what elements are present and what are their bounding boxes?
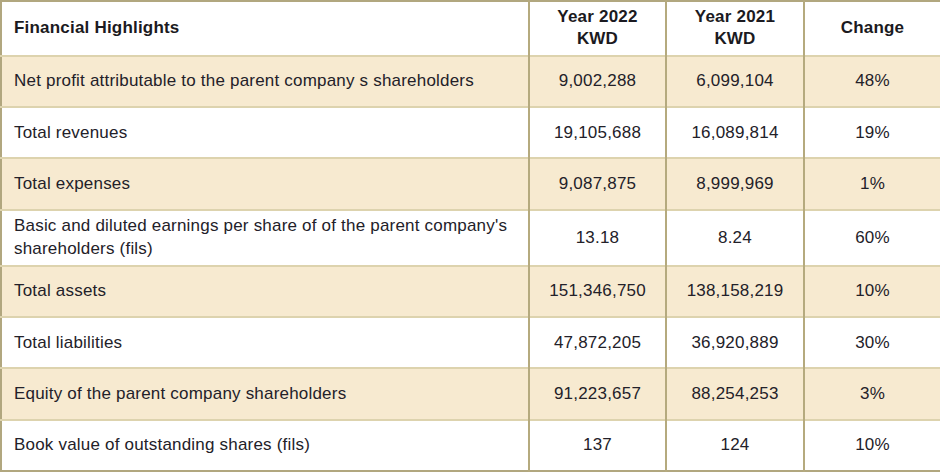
value-2021: 138,158,219 <box>666 266 804 317</box>
value-change: 3% <box>804 368 940 419</box>
table-row: Net profit attributable to the parent co… <box>1 56 940 107</box>
row-label: Equity of the parent company shareholder… <box>1 368 529 419</box>
table-header: Financial Highlights Year 2022 KWD Year … <box>1 1 940 56</box>
value-2021: 124 <box>666 420 804 471</box>
row-label: Total expenses <box>1 158 529 209</box>
header-row: Financial Highlights Year 2022 KWD Year … <box>1 1 940 56</box>
value-change: 10% <box>804 420 940 471</box>
column-header-change: Change <box>804 1 940 56</box>
value-change: 48% <box>804 56 940 107</box>
value-2021: 36,920,889 <box>666 317 804 368</box>
value-2021: 88,254,253 <box>666 368 804 419</box>
table-row: Book value of outstanding shares (fils) … <box>1 420 940 471</box>
table-row: Total expenses 9,087,875 8,999,969 1% <box>1 158 940 209</box>
value-change: 30% <box>804 317 940 368</box>
value-2021: 8.24 <box>666 210 804 266</box>
row-label: Total assets <box>1 266 529 317</box>
value-2022: 91,223,657 <box>529 368 666 419</box>
value-2022: 9,002,288 <box>529 56 666 107</box>
value-2022: 151,346,750 <box>529 266 666 317</box>
column-header-financial-highlights: Financial Highlights <box>1 1 529 56</box>
financial-highlights-table: Financial Highlights Year 2022 KWD Year … <box>0 0 940 472</box>
value-change: 1% <box>804 158 940 209</box>
table-body: Net profit attributable to the parent co… <box>1 56 940 471</box>
table-row: Basic and diluted earnings per share of … <box>1 210 940 266</box>
value-change: 60% <box>804 210 940 266</box>
value-change: 10% <box>804 266 940 317</box>
value-2021: 6,099,104 <box>666 56 804 107</box>
table-row: Total revenues 19,105,688 16,089,814 19% <box>1 107 940 158</box>
value-2021: 16,089,814 <box>666 107 804 158</box>
financial-highlights-page: Financial Highlights Year 2022 KWD Year … <box>0 0 940 472</box>
row-label: Total liabilities <box>1 317 529 368</box>
value-2022: 137 <box>529 420 666 471</box>
table-row: Total liabilities 47,872,205 36,920,889 … <box>1 317 940 368</box>
value-2021: 8,999,969 <box>666 158 804 209</box>
column-header-year-2022: Year 2022 KWD <box>529 1 666 56</box>
row-label: Book value of outstanding shares (fils) <box>1 420 529 471</box>
value-2022: 19,105,688 <box>529 107 666 158</box>
value-2022: 9,087,875 <box>529 158 666 209</box>
row-label: Basic and diluted earnings per share of … <box>1 210 529 266</box>
table-row: Total assets 151,346,750 138,158,219 10% <box>1 266 940 317</box>
value-change: 19% <box>804 107 940 158</box>
value-2022: 13.18 <box>529 210 666 266</box>
row-label: Total revenues <box>1 107 529 158</box>
table-row: Equity of the parent company shareholder… <box>1 368 940 419</box>
value-2022: 47,872,205 <box>529 317 666 368</box>
row-label: Net profit attributable to the parent co… <box>1 56 529 107</box>
column-header-year-2021: Year 2021 KWD <box>666 1 804 56</box>
